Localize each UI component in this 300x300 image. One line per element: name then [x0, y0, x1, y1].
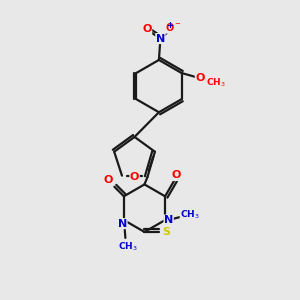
Text: CH$_3$: CH$_3$ [206, 76, 225, 89]
Text: O: O [195, 74, 205, 83]
Text: +: + [166, 21, 173, 30]
Text: N: N [164, 215, 173, 225]
Text: O: O [130, 172, 139, 182]
Text: S: S [163, 227, 170, 237]
Text: O: O [142, 24, 152, 34]
Text: N: N [156, 34, 165, 44]
Text: N: N [118, 219, 127, 229]
Text: O$^-$: O$^-$ [165, 21, 182, 33]
Text: CH$_3$: CH$_3$ [118, 241, 138, 253]
Text: O: O [104, 175, 113, 185]
Text: O: O [171, 170, 181, 181]
Text: CH$_3$: CH$_3$ [180, 208, 200, 221]
